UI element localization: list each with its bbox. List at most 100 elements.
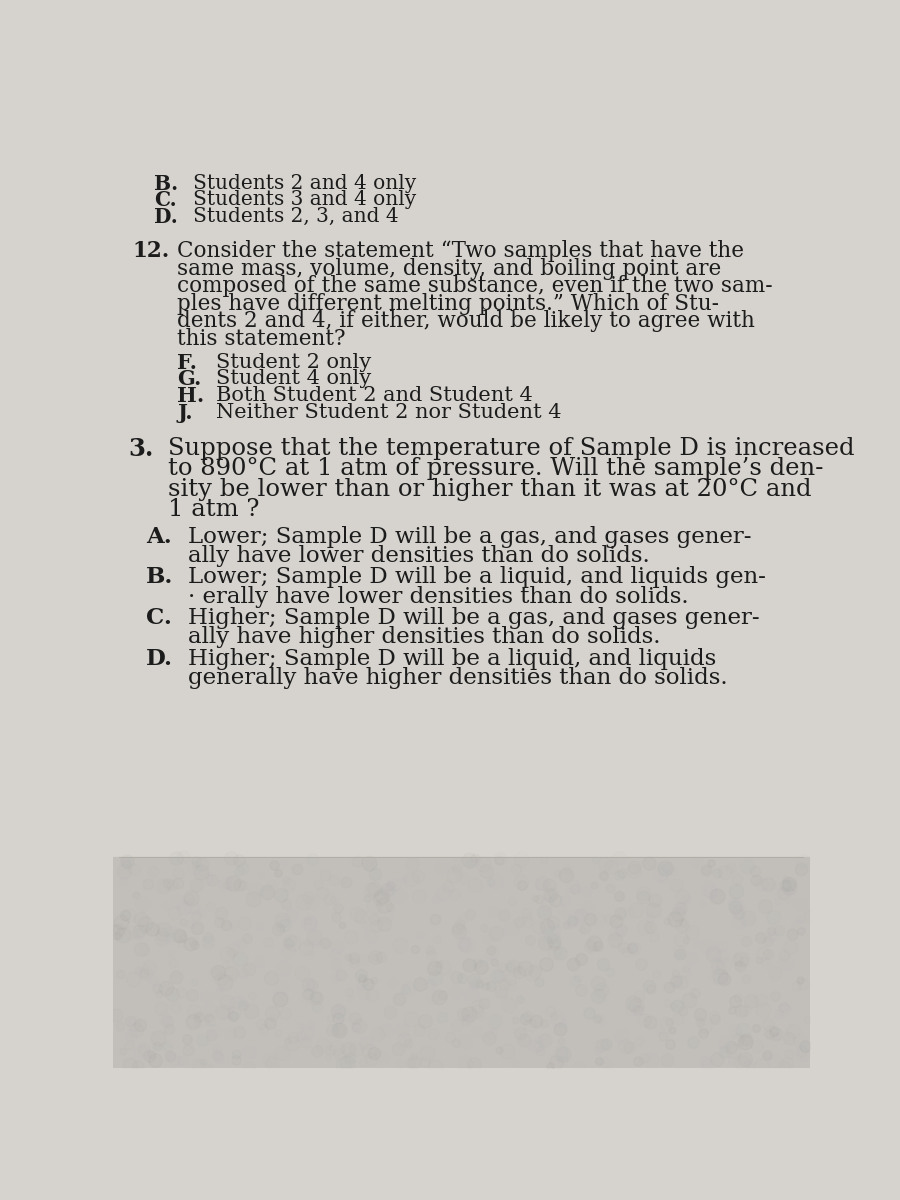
Point (183, 935, 197, 954)
Point (497, 906, 511, 925)
Point (523, 930, 537, 949)
Point (717, 862, 732, 881)
Point (189, 918, 203, 937)
Point (662, 978, 677, 997)
Point (167, 904, 182, 923)
Point (130, 924, 145, 943)
Point (565, 954, 580, 973)
Point (195, 1031, 210, 1050)
Point (318, 934, 332, 953)
Point (635, 887, 650, 906)
Point (514, 872, 528, 892)
Point (656, 1026, 670, 1045)
Point (127, 1015, 141, 1034)
Point (274, 1043, 289, 1062)
Point (713, 966, 727, 985)
Point (778, 869, 793, 888)
Point (779, 1054, 794, 1073)
Point (177, 899, 192, 918)
Point (503, 958, 517, 977)
Point (512, 962, 526, 982)
Point (553, 1043, 567, 1062)
Point (540, 917, 554, 936)
Point (160, 1012, 175, 1031)
Point (535, 874, 549, 893)
Point (492, 967, 507, 986)
Point (212, 984, 226, 1003)
Point (244, 1001, 258, 1020)
Point (323, 1008, 338, 1027)
Point (428, 1057, 442, 1076)
Point (227, 1003, 241, 1022)
Point (318, 865, 332, 884)
Text: Lower; Sample D will be a liquid, and liquids gen-: Lower; Sample D will be a liquid, and li… (188, 566, 766, 588)
Point (556, 1013, 571, 1032)
Text: sity be lower than or higher than it was at 20°C and: sity be lower than or higher than it was… (168, 478, 812, 500)
Point (264, 1013, 278, 1032)
Point (660, 1051, 674, 1070)
Text: this statement?: this statement? (177, 328, 346, 350)
Point (231, 862, 246, 881)
Point (596, 954, 610, 973)
Point (468, 848, 482, 868)
Point (732, 904, 746, 923)
Point (703, 882, 717, 901)
Point (711, 958, 725, 977)
Point (518, 958, 532, 977)
Point (328, 955, 343, 974)
Point (367, 971, 382, 990)
Point (302, 984, 316, 1003)
Point (218, 955, 232, 974)
Point (410, 866, 425, 886)
Point (544, 928, 559, 947)
Point (729, 882, 743, 901)
Point (622, 904, 636, 923)
Point (456, 869, 471, 888)
Text: 12.: 12. (132, 240, 169, 262)
Point (540, 894, 554, 913)
Point (169, 848, 184, 868)
Point (596, 865, 610, 884)
Point (766, 907, 780, 926)
Point (742, 1055, 757, 1074)
Point (751, 1036, 765, 1055)
Point (564, 912, 579, 931)
Point (394, 1020, 409, 1039)
Point (777, 997, 791, 1016)
Point (125, 970, 140, 989)
Point (138, 914, 152, 934)
Point (377, 914, 392, 934)
Point (455, 968, 470, 988)
Point (364, 881, 378, 900)
Point (611, 887, 625, 906)
Point (391, 1039, 405, 1058)
Point (256, 1019, 270, 1038)
Point (518, 904, 533, 923)
Point (301, 888, 315, 907)
Point (670, 970, 684, 989)
Point (672, 898, 687, 917)
Point (573, 980, 588, 1000)
Point (536, 902, 551, 922)
Point (514, 850, 528, 869)
Point (184, 896, 199, 916)
Point (590, 1009, 604, 1028)
Point (176, 1052, 190, 1072)
Point (328, 944, 342, 964)
Point (118, 906, 132, 925)
Point (219, 916, 233, 935)
Point (517, 1031, 531, 1050)
Point (734, 1001, 748, 1020)
Point (278, 916, 293, 935)
Point (171, 874, 185, 893)
Point (462, 1004, 476, 1024)
Point (432, 955, 446, 974)
Text: Students 2, 3, and 4: Students 2, 3, and 4 (193, 206, 399, 226)
Point (458, 1054, 473, 1073)
Point (305, 850, 320, 869)
Point (302, 974, 316, 994)
Text: D.: D. (155, 206, 178, 227)
Point (473, 958, 488, 977)
Point (374, 947, 388, 966)
Point (456, 932, 471, 952)
